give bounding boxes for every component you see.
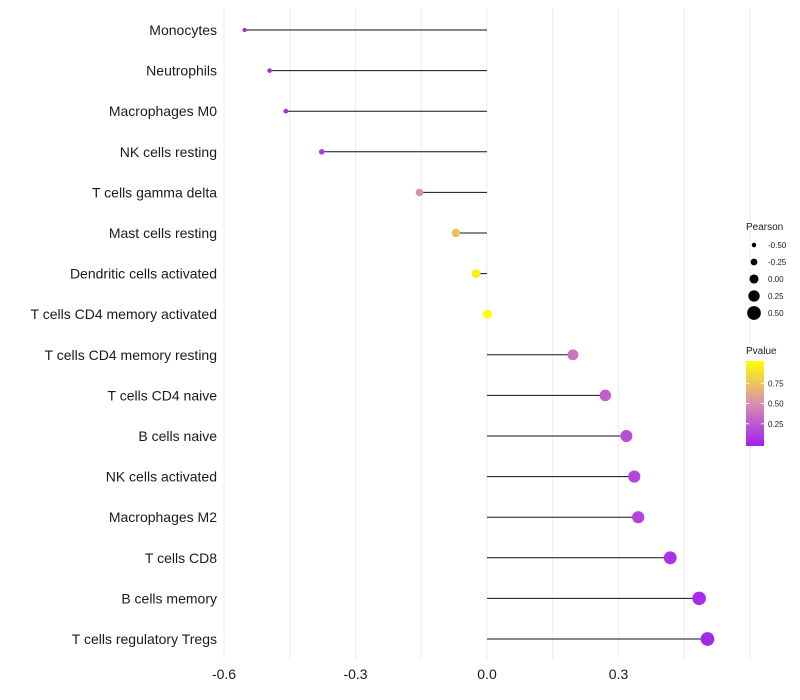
category-label: B cells naive [138, 428, 217, 444]
lollipop-dot [318, 149, 325, 155]
grid [223, 8, 751, 660]
size-legend-dot [751, 242, 757, 248]
x-tick-label: -0.3 [343, 666, 367, 682]
x-tick-label: 0.3 [609, 666, 629, 682]
size-legend-title: Pearson [746, 222, 783, 233]
category-label: Neutrophils [146, 63, 217, 79]
category-label: Mast cells resting [109, 225, 217, 241]
x-axis-ticks: -0.6 -0.3 0.0 0.3 [212, 666, 629, 682]
lollipop-dot [242, 28, 247, 32]
size-legend-label: -0.25 [768, 258, 787, 267]
category-labels: Monocytes Neutrophils Macrophages M0 NK cel… [31, 22, 218, 647]
lollipop-dot [620, 430, 633, 442]
size-legend-label: -0.50 [768, 241, 787, 250]
color-legend-title: Pvalue [746, 346, 777, 357]
lollipop-dot [451, 228, 461, 238]
color-legend-bar [746, 361, 764, 446]
dots [242, 28, 715, 646]
color-legend-label: 0.75 [768, 379, 784, 388]
lollipop-dot [471, 269, 481, 279]
category-label: T cells regulatory Tregs [72, 631, 217, 647]
size-legend-dot [748, 290, 760, 302]
category-label: B cells memory [121, 590, 217, 606]
size-legend-dot [747, 306, 761, 320]
lollipop-dot [283, 108, 289, 114]
lollipop-dot [415, 188, 424, 197]
category-label: T cells CD4 memory resting [45, 347, 217, 363]
category-label: Dendritic cells activated [70, 266, 217, 282]
category-label: Monocytes [149, 22, 217, 38]
category-label: T cells CD4 naive [108, 387, 218, 403]
lollipop-dot [599, 389, 612, 402]
size-legend: Pearson -0.50 -0.25 0.00 0.25 0.50 [746, 222, 787, 320]
category-label: T cells gamma delta [92, 184, 217, 200]
lollipop-dot [632, 511, 645, 524]
category-label: NK cells activated [106, 469, 217, 485]
lollipop-dot [663, 551, 677, 565]
category-label: T cells CD8 [145, 550, 217, 566]
lollipop-dot [482, 309, 492, 319]
size-legend-label: 0.00 [768, 275, 784, 284]
color-legend: Pvalue 0.75 0.50 0.25 [746, 346, 784, 446]
size-legend-label: 0.25 [768, 292, 784, 301]
stems [244, 29, 708, 640]
color-legend-label: 0.50 [768, 400, 784, 409]
x-tick-label: 0.0 [477, 666, 497, 682]
category-label: NK cells resting [120, 144, 217, 160]
lollipop-dot [267, 68, 272, 73]
category-label: Macrophages M0 [109, 103, 217, 119]
lollipop-dot [700, 632, 715, 646]
x-tick-label: -0.6 [212, 666, 236, 682]
size-legend-dot [749, 274, 759, 284]
category-label: Macrophages M2 [109, 509, 217, 525]
lollipop-dot [628, 470, 641, 483]
color-legend-label: 0.25 [768, 420, 784, 429]
size-legend-dot [750, 258, 758, 266]
size-legend-label: 0.50 [768, 309, 784, 318]
lollipop-dot [567, 349, 579, 361]
lollipop-dot [692, 591, 706, 606]
category-label: T cells CD4 memory activated [31, 306, 217, 322]
